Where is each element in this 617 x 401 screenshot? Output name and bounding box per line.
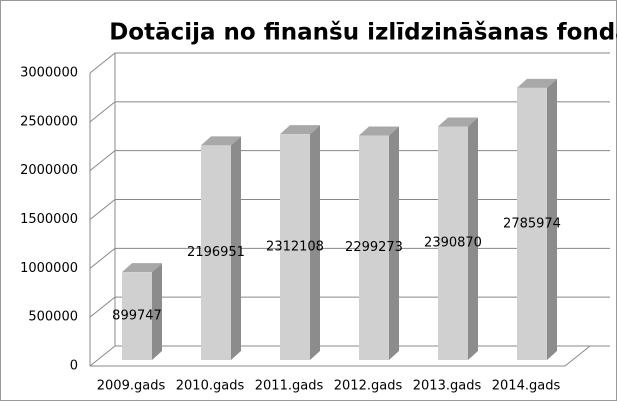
grid-line	[89, 52, 610, 74]
x-tick-label: 2009.gads	[97, 379, 166, 394]
y-tick-label: 500000	[28, 310, 78, 325]
floor-edge	[90, 345, 591, 367]
bar-side	[152, 263, 162, 360]
bar-side	[389, 126, 399, 360]
x-tick-label: 2012.gads	[334, 379, 403, 394]
y-tick-label: 2000000	[20, 163, 78, 178]
data-label: 2785974	[503, 216, 561, 231]
bar	[517, 87, 547, 361]
bar	[438, 126, 468, 360]
bar-top	[517, 78, 557, 88]
chart-title: Dotācija no finanšu izlīdzināšanas fonda	[109, 20, 617, 46]
y-tick-label: 1500000	[20, 212, 78, 227]
bar-side	[231, 136, 241, 360]
bar-top	[280, 125, 320, 135]
bar	[280, 134, 310, 360]
y-tick-label: 1000000	[20, 261, 78, 276]
x-tick-label: 2013.gads	[413, 379, 482, 394]
bar-side	[547, 78, 557, 361]
bar-side	[468, 117, 478, 360]
data-label: 2299273	[345, 240, 403, 255]
grid-line	[89, 101, 610, 123]
data-label: 2196951	[187, 245, 245, 260]
y-tick-label: 0	[70, 359, 78, 374]
data-label: 2390870	[424, 236, 482, 251]
bar-top	[201, 136, 241, 146]
bar-top	[438, 117, 478, 127]
bar	[201, 145, 231, 360]
x-tick-label: 2014.gads	[492, 379, 561, 394]
bar	[359, 135, 389, 360]
data-label: 2312108	[266, 240, 324, 255]
bar-top	[122, 263, 162, 273]
y-tick-label: 3000000	[20, 66, 78, 81]
data-label: 899747	[112, 309, 162, 324]
x-tick-label: 2010.gads	[176, 379, 245, 394]
y-tick-label: 2500000	[20, 114, 78, 129]
x-tick-label: 2011.gads	[255, 379, 324, 394]
bar	[122, 272, 152, 360]
bar-top	[359, 126, 399, 136]
bar-side	[310, 125, 320, 361]
